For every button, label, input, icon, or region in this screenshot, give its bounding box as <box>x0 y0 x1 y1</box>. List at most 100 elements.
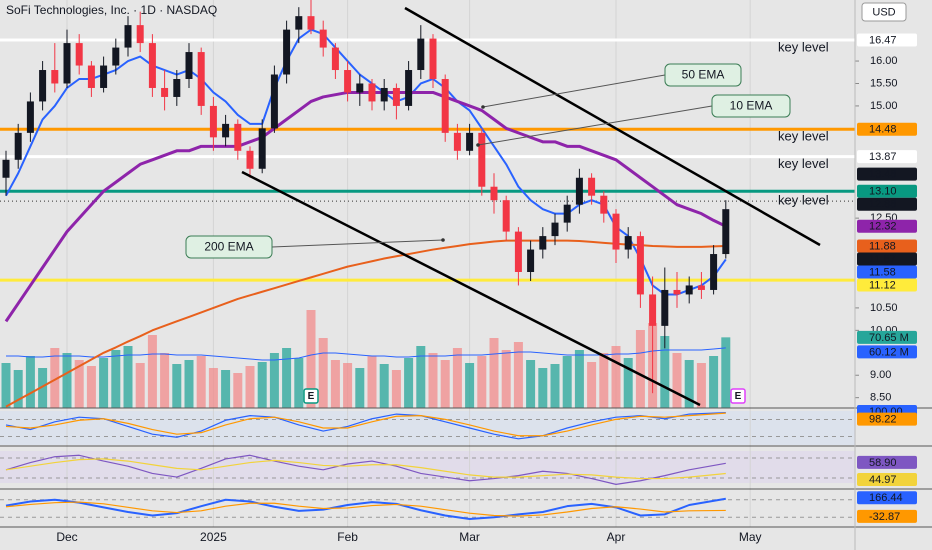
volume-bar <box>404 358 414 408</box>
volume-bar <box>99 358 109 408</box>
candle-body <box>161 87 169 97</box>
candle-body <box>466 132 474 151</box>
callout-dot <box>481 105 485 109</box>
candle-body <box>539 236 547 250</box>
volume-bar <box>489 338 499 408</box>
candle-body <box>661 289 669 326</box>
volume-bar <box>672 353 682 408</box>
price-badge-label: 11.88 <box>869 240 896 252</box>
y-tick-label: 15.00 <box>870 100 898 112</box>
candle-body <box>368 83 376 102</box>
candle-body <box>551 222 559 237</box>
front-layer: Dec 2025 Feb Mar Apr May16.0015.5015.0012.501… <box>56 33 917 544</box>
chart-title: SoFi Technologies, Inc. · 1D · NASDAQ <box>6 3 217 17</box>
price-badge <box>857 150 917 164</box>
volume-bar <box>330 360 340 408</box>
volume-bar <box>25 356 35 408</box>
y-tick-label: 15.50 <box>870 77 898 89</box>
volume-bar <box>465 363 475 408</box>
candle-body <box>624 236 632 250</box>
candle-body <box>710 254 718 290</box>
indicator-badge <box>857 455 917 469</box>
level-note: key level <box>778 193 829 208</box>
volume-bar <box>38 368 48 408</box>
candle-body <box>356 83 364 93</box>
indicator-line <box>5 497 726 520</box>
volume-bar <box>379 364 389 408</box>
volume-bar <box>306 310 316 408</box>
candle-body <box>246 150 254 169</box>
candle-body <box>429 38 437 79</box>
volume-bar <box>245 366 255 408</box>
candle-body <box>405 70 413 106</box>
volume-ma <box>6 347 726 361</box>
candle-body <box>173 78 181 97</box>
indicator-badge-label: 166.44 <box>869 492 903 504</box>
legend-entry: 50 EMA <box>682 68 725 82</box>
candle-body <box>673 289 681 295</box>
candle-body <box>697 285 705 290</box>
candle-body <box>441 78 449 133</box>
volume-bar <box>50 348 60 408</box>
event-label: E <box>308 391 315 402</box>
level-note: key level <box>778 39 829 54</box>
candle-body <box>124 25 132 48</box>
callout-dot <box>441 238 445 242</box>
x-tick-label: Apr <box>607 530 626 544</box>
volume-bar <box>269 353 279 408</box>
volume-bar <box>221 370 231 408</box>
candle-body <box>295 16 303 30</box>
price-badge-label: 16.47 <box>869 34 897 46</box>
candle-body <box>270 74 278 129</box>
callout-box <box>185 235 273 259</box>
candle-body <box>502 200 510 232</box>
price-badge-label: 11.58 <box>869 266 896 278</box>
candle-body <box>490 186 498 201</box>
callout-box <box>711 94 791 118</box>
indicator-line <box>5 411 726 440</box>
legend-entry: 200 EMA <box>204 240 253 254</box>
callout-box <box>664 63 742 87</box>
callout-leader <box>477 105 713 146</box>
callout-leader <box>482 74 666 108</box>
y-tick-label: 10.50 <box>870 302 898 314</box>
volume-bar <box>355 368 365 408</box>
volume-bar <box>501 350 511 408</box>
volume-bar <box>526 360 536 408</box>
volume-bar <box>282 348 292 408</box>
candle-body <box>600 195 608 214</box>
x-tick-label: 2025 <box>200 530 227 544</box>
x-tick-label: Mar <box>459 530 480 544</box>
candle-body <box>392 87 400 106</box>
volume-bar <box>294 358 304 408</box>
price-badge-label: 13.48 <box>869 169 897 181</box>
volume-bar <box>111 350 121 408</box>
price-badge-label: 14.48 <box>869 124 897 136</box>
level-note: key level <box>778 156 829 171</box>
volume-bar <box>416 346 426 408</box>
volume-bar <box>257 362 267 408</box>
volume-bar <box>538 368 548 408</box>
volume-badge <box>857 345 917 359</box>
indicator-badge <box>857 491 917 505</box>
indicator-badge-label: 44.97 <box>869 474 897 486</box>
indicator-line <box>5 454 726 485</box>
price-badge <box>857 197 917 211</box>
x-tick-label: Feb <box>337 530 358 544</box>
volume-bar <box>623 358 633 408</box>
candle-body <box>344 70 352 93</box>
volume-bar <box>513 342 523 408</box>
y-tick-label: 9.00 <box>870 369 891 381</box>
currency-box[interactable] <box>861 2 907 22</box>
candle-body <box>588 177 596 196</box>
volume-bar <box>709 356 719 408</box>
candle-body <box>222 123 230 138</box>
candle-body <box>234 123 242 151</box>
x-tick-label: Dec <box>56 530 77 544</box>
volume-bar <box>147 335 157 408</box>
candle-body <box>514 231 522 272</box>
volume-bar <box>599 353 609 408</box>
candle-body <box>649 294 657 326</box>
volume-bar <box>611 346 621 408</box>
